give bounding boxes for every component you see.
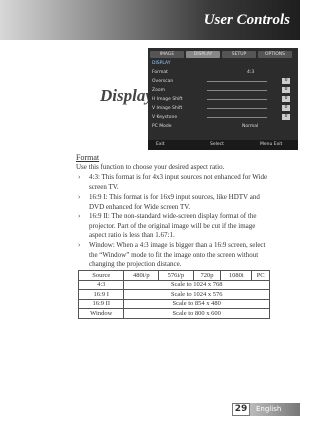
th: 1080i — [220, 270, 253, 281]
page: User Controls Display IMAGE DISPLAY SETU… — [0, 0, 300, 416]
osd-footer-item: Menu Exit — [260, 142, 283, 147]
osd-label: Format — [152, 70, 168, 75]
osd-label: V Image Shift — [152, 106, 183, 111]
bullet: › Window: When a 4:3 image is bigger than… — [78, 241, 268, 270]
bullet-text: 16:9 II: The non-standard wide-screen di… — [89, 212, 257, 239]
osd-footer: Exit Select Menu Exit — [148, 140, 298, 150]
osd-tab: OPTIONS — [258, 51, 292, 58]
osd-row: PC Mode Normal — [152, 122, 294, 131]
osd-value: 0 — [282, 105, 290, 111]
osd-tab: IMAGE — [150, 51, 184, 58]
osd-label: Overscan — [152, 79, 174, 84]
page-number: 29 — [232, 403, 250, 416]
th: Source — [77, 270, 125, 281]
osd-value: 0 — [282, 96, 290, 102]
osd-tab: DISPLAY — [186, 51, 220, 58]
th: PC — [251, 270, 270, 281]
osd-screenshot: IMAGE DISPLAY SETUP OPTIONS DISPLAY Form… — [148, 48, 298, 150]
th: 480i/p — [123, 270, 160, 281]
bullet-text: 16:9 I: This format is for 16x9 input so… — [89, 193, 260, 211]
td: Scale to 1024 x 768 — [123, 279, 270, 290]
bullet-text: 4:3: This format is for 4x3 input source… — [89, 173, 268, 191]
scale-table: Source 480i/p 576i/p 720p 1080i PC 4:3 Scale t… — [77, 270, 270, 319]
osd-footer-item: Select — [210, 142, 224, 147]
osd-value: 0 — [282, 114, 290, 120]
osd-row: Zoom 0 — [152, 86, 294, 95]
osd-row: V Keystone 0 — [152, 113, 294, 122]
heading: Format — [76, 153, 100, 162]
bullet: › 4:3: This format is for 4x3 input sourc… — [78, 173, 268, 191]
td: 16:9 I — [77, 289, 125, 300]
osd-label: Zoom — [152, 88, 165, 93]
osd-row: H Image Shift 0 — [152, 95, 294, 104]
osd-value: 4:3 — [247, 70, 255, 75]
td: Scale to 800 x 600 — [123, 308, 270, 319]
th: 720p — [192, 270, 222, 281]
osd-value: 0 — [282, 78, 290, 84]
td: Window — [77, 308, 125, 319]
bullet-text: Window: When a 4:3 image is bigger than … — [89, 241, 266, 268]
header-band — [0, 0, 300, 40]
osd-title: DISPLAY — [152, 61, 171, 66]
osd-value: Normal — [242, 124, 259, 129]
osd-row: Format 4:3 — [152, 68, 294, 77]
osd-footer-item: Exit — [156, 142, 165, 147]
section-title: Display — [100, 86, 153, 105]
td: 4:3 — [77, 279, 125, 290]
osd-label: H Image Shift — [152, 97, 183, 102]
td: 16:9 II — [77, 298, 125, 309]
td: Scale to 1024 x 576 — [123, 289, 270, 300]
language: English — [250, 403, 300, 416]
header-title: User Controls — [203, 12, 290, 28]
osd-value: 0 — [282, 87, 290, 93]
osd-tab: SETUP — [222, 51, 256, 58]
bullet: › 16:9 I: This format is for 16x9 input s… — [78, 193, 268, 212]
td: Scale to 854 x 480 — [123, 298, 270, 309]
intro: Use this function to choose your desired… — [76, 163, 225, 171]
osd-row: V Image Shift 0 — [152, 104, 294, 113]
osd-label: PC Mode — [152, 124, 172, 129]
osd-label: V Keystone — [152, 115, 178, 120]
bullet: › 16:9 II: The non-standard wide-screen d… — [78, 212, 268, 241]
osd-row: Overscan 0 — [152, 77, 294, 86]
th: 576i/p — [158, 270, 194, 281]
